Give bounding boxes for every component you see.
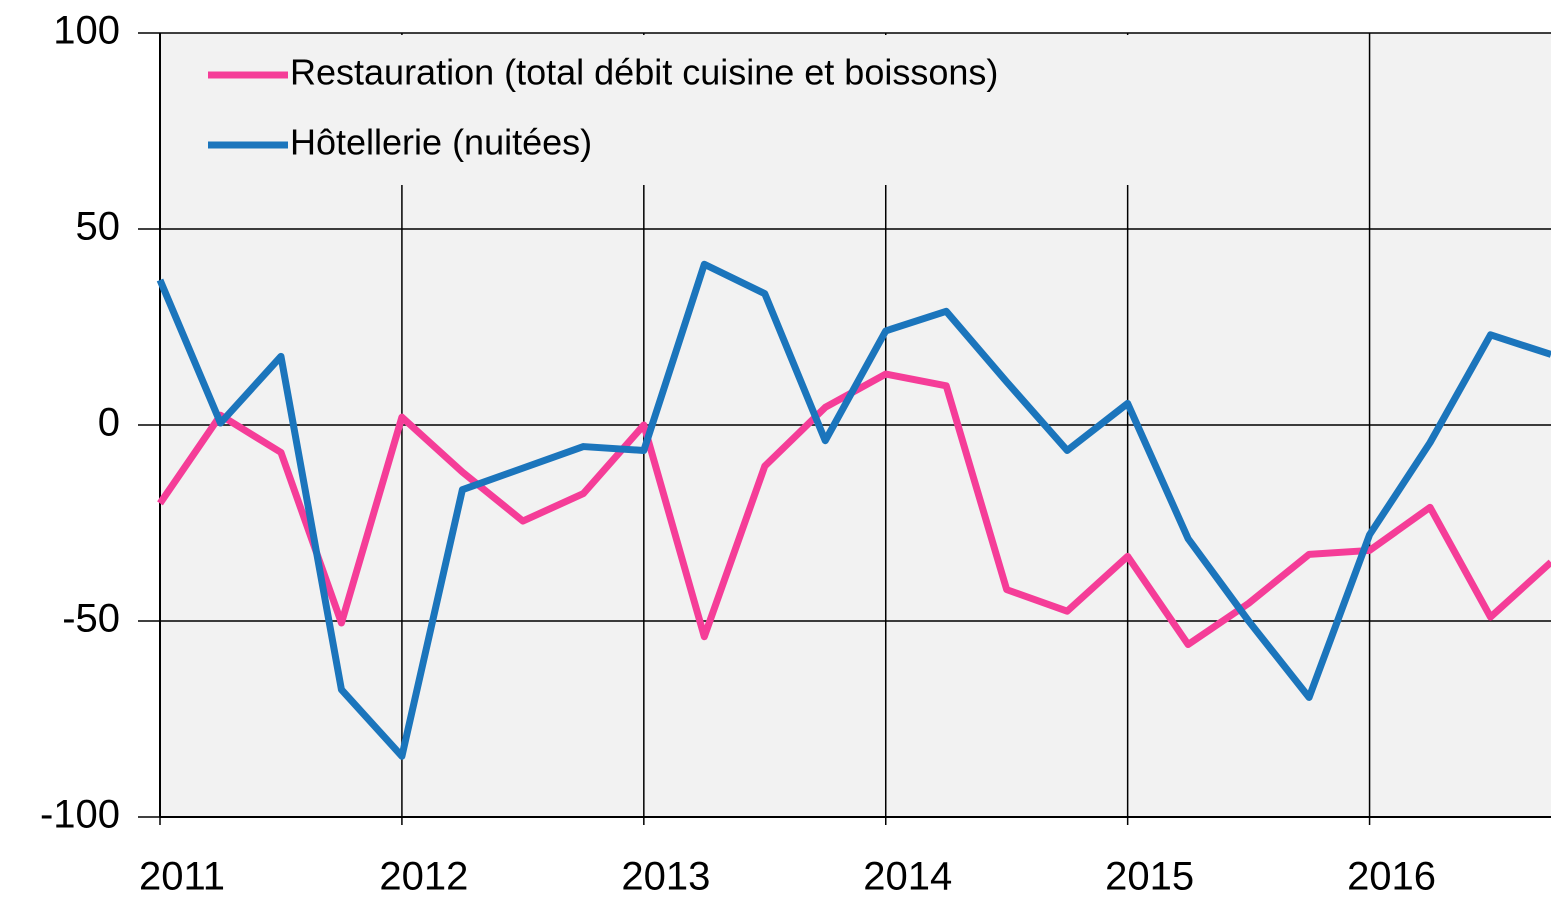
x-tick-label: 2016 (1347, 855, 1436, 899)
y-tick-label: 50 (76, 205, 121, 249)
x-tick-label: 2015 (1105, 855, 1194, 899)
x-tick-label: 2014 (863, 855, 952, 899)
legend-label: Hôtellerie (nuitées) (290, 122, 592, 163)
y-tick-label: -100 (40, 793, 120, 837)
x-tick-label: 2011 (139, 855, 225, 899)
x-tick-label: 2013 (621, 855, 710, 899)
line-series (156, 260, 1551, 760)
y-tick-label: -50 (62, 597, 120, 641)
x-tick-label: 2012 (379, 855, 468, 899)
y-tick-label: 0 (98, 401, 120, 445)
legend-box (162, 35, 1332, 185)
y-tick-label: 100 (53, 9, 120, 53)
legend-label: Restauration (total débit cuisine et boi… (290, 52, 998, 93)
